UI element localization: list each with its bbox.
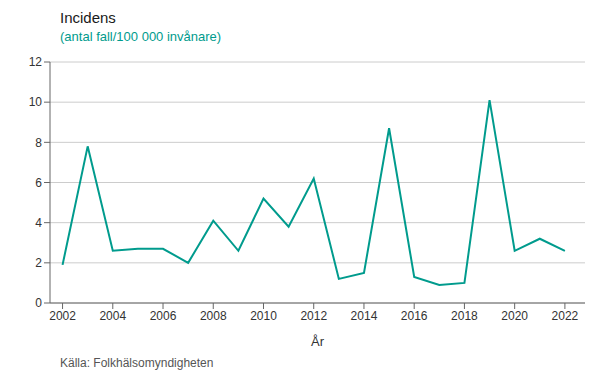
svg-text:2020: 2020 (501, 309, 528, 323)
svg-text:4: 4 (35, 216, 42, 230)
svg-text:2004: 2004 (99, 309, 126, 323)
svg-text:2006: 2006 (150, 309, 177, 323)
svg-text:12: 12 (29, 55, 43, 69)
svg-text:0: 0 (35, 296, 42, 310)
html-text:(antal fall/100 000 invånare): (antal fall/100 000 invånare) (60, 29, 222, 44)
svg-text:2016: 2016 (401, 309, 428, 323)
svg-text:2018: 2018 (451, 309, 478, 323)
svg-text:2014: 2014 (351, 309, 378, 323)
svg-text:2002: 2002 (49, 309, 76, 323)
svg-text:2012: 2012 (300, 309, 327, 323)
svg-text:6: 6 (35, 176, 42, 190)
svg-text:10: 10 (29, 95, 43, 109)
svg-text:8: 8 (35, 136, 42, 150)
svg-text:2010: 2010 (250, 309, 277, 323)
svg-text:2008: 2008 (200, 309, 227, 323)
svg-text:2022: 2022 (552, 309, 579, 323)
svg-text:2: 2 (35, 256, 42, 270)
html-text:Källa: Folkhälsomyndigheten: Källa: Folkhälsomyndigheten (60, 356, 214, 370)
svg-text:År: År (311, 334, 325, 349)
html-text:Incidens: Incidens (60, 9, 116, 26)
